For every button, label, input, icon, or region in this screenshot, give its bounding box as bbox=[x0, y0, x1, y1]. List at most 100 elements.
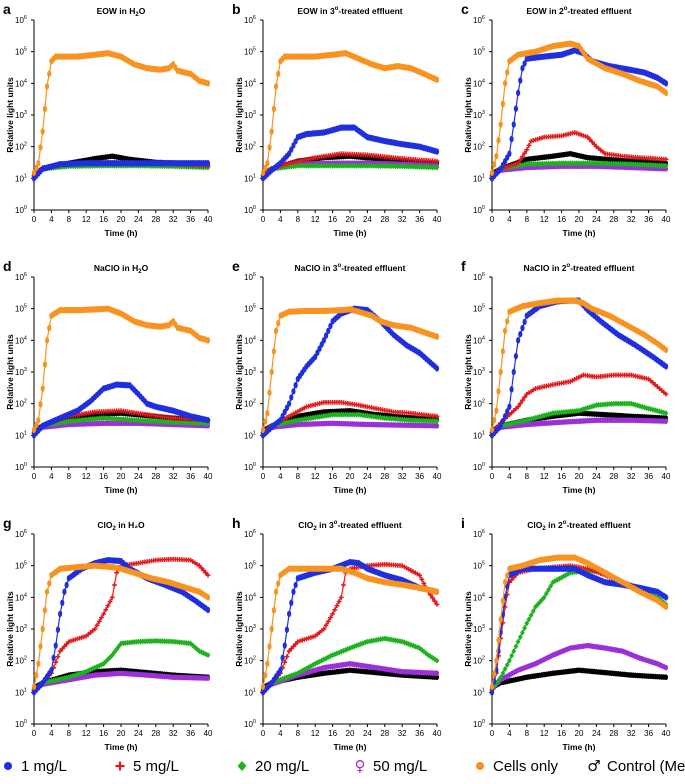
data-point bbox=[321, 626, 327, 632]
x-tick-label: 4 bbox=[278, 472, 283, 481]
x-tick-label: 40 bbox=[433, 472, 442, 481]
data-point bbox=[36, 417, 41, 424]
y-tick-label: 104 bbox=[473, 78, 485, 88]
data-point bbox=[55, 626, 61, 633]
x-tick-label: 24 bbox=[363, 729, 372, 738]
data-point bbox=[31, 683, 37, 690]
y-tick-label: 104 bbox=[244, 335, 256, 345]
data-point bbox=[496, 636, 501, 644]
y-tick-label: 101 bbox=[15, 687, 27, 697]
x-tick-label: 8 bbox=[67, 472, 72, 481]
female-symbol-icon: ♀ bbox=[355, 757, 366, 775]
data-point bbox=[494, 657, 499, 664]
data-point bbox=[434, 333, 440, 340]
data-point bbox=[664, 418, 668, 424]
data-point bbox=[287, 400, 292, 407]
data-point bbox=[330, 611, 335, 617]
data-point bbox=[522, 150, 528, 156]
data-point bbox=[79, 670, 85, 677]
axis-lines bbox=[262, 277, 437, 468]
x-tick-label: 4 bbox=[507, 729, 512, 738]
data-point bbox=[369, 413, 375, 420]
x-axis-label: Time (h) bbox=[334, 485, 367, 495]
data-point bbox=[81, 669, 87, 676]
x-tick-label: 4 bbox=[49, 215, 54, 224]
data-point bbox=[515, 404, 521, 410]
x-tick-label: 12 bbox=[540, 729, 549, 738]
legend-label: Cells only bbox=[493, 758, 559, 775]
data-point bbox=[96, 619, 102, 624]
data-point bbox=[500, 620, 506, 626]
y-tick-label: 106 bbox=[15, 272, 27, 282]
y-axis-label: Relative light units bbox=[5, 591, 15, 667]
data-point bbox=[434, 365, 440, 372]
x-tick-label: 28 bbox=[609, 215, 618, 224]
data-point bbox=[663, 80, 669, 87]
data-point bbox=[530, 608, 536, 615]
data-point bbox=[325, 654, 331, 661]
series-cells bbox=[31, 305, 211, 433]
data-point bbox=[273, 327, 279, 335]
y-tick-label: 100 bbox=[473, 719, 485, 729]
data-point bbox=[498, 674, 504, 681]
y-tick-label: 103 bbox=[244, 624, 256, 634]
data-point bbox=[40, 385, 45, 392]
data-point bbox=[192, 644, 198, 651]
x-tick-label: 20 bbox=[346, 215, 355, 224]
x-tick-label: 20 bbox=[117, 729, 126, 738]
x-tick-label: 20 bbox=[117, 472, 126, 481]
x-tick-label: 36 bbox=[186, 729, 195, 738]
panel-title: NaClO in 2o-treated effluent bbox=[524, 263, 635, 273]
data-point bbox=[205, 337, 211, 344]
legend-item-cells: Cells only bbox=[476, 758, 559, 775]
data-point bbox=[36, 160, 41, 167]
data-point bbox=[435, 670, 439, 677]
x-tick-label: 8 bbox=[525, 729, 530, 738]
panel-letter: d bbox=[3, 258, 12, 274]
data-point bbox=[504, 661, 510, 668]
x-tick-label: 28 bbox=[151, 729, 160, 738]
panel-letter: g bbox=[3, 515, 12, 531]
data-point bbox=[40, 625, 45, 633]
data-point bbox=[293, 581, 298, 589]
data-point bbox=[434, 601, 440, 607]
data-point bbox=[284, 626, 290, 633]
panel-letter: f bbox=[461, 258, 466, 274]
data-point bbox=[260, 426, 266, 433]
x-axis-label: Time (h) bbox=[105, 228, 138, 238]
x-tick-label: 32 bbox=[398, 472, 407, 481]
y-tick-label: 102 bbox=[244, 656, 256, 666]
x-tick-label: 12 bbox=[311, 729, 320, 738]
data-point bbox=[520, 324, 525, 332]
y-tick-label: 102 bbox=[244, 142, 256, 152]
x-axis-label: Time (h) bbox=[334, 228, 367, 238]
data-point bbox=[336, 649, 342, 656]
x-tick-label: 20 bbox=[575, 215, 584, 224]
series-cells bbox=[31, 562, 211, 690]
data-point bbox=[663, 346, 669, 354]
x-tick-label: 16 bbox=[328, 729, 337, 738]
data-point bbox=[323, 332, 329, 339]
data-point bbox=[494, 407, 499, 414]
data-point bbox=[201, 650, 207, 657]
data-point bbox=[522, 394, 528, 400]
data-point bbox=[494, 152, 499, 160]
data-point bbox=[107, 599, 113, 604]
x-axis-label: Time (h) bbox=[334, 742, 367, 752]
y-tick-label: 106 bbox=[473, 529, 485, 539]
y-tick-label: 105 bbox=[15, 304, 27, 314]
data-point bbox=[502, 327, 508, 335]
y-tick-label: 101 bbox=[15, 173, 27, 183]
y-tick-label: 104 bbox=[15, 78, 27, 88]
data-point bbox=[276, 70, 281, 78]
series-s1 bbox=[260, 124, 440, 182]
data-point bbox=[31, 426, 37, 433]
data-point bbox=[358, 641, 364, 648]
x-tick-label: 12 bbox=[82, 472, 91, 481]
data-point bbox=[434, 76, 440, 83]
chart-panel-h: h ClO2 in 3o-treated effluent100101102103… bbox=[232, 515, 442, 752]
legend-item-s50: ♀ 50 mg/L bbox=[355, 757, 428, 775]
x-tick-label: 32 bbox=[627, 215, 636, 224]
x-tick-label: 0 bbox=[490, 729, 495, 738]
x-tick-label: 40 bbox=[662, 729, 671, 738]
